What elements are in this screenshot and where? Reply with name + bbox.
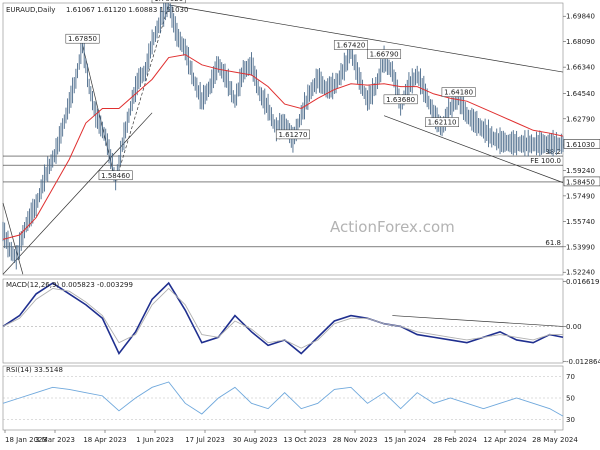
price-annotation: 1.70620 xyxy=(154,0,183,3)
price-tick-label: 1.64540 xyxy=(566,90,595,98)
macd-tick-label: -0.012864 xyxy=(566,358,600,366)
price-annotation: 1.64180 xyxy=(444,89,473,97)
x-tick-label: 17 Jul 2023 xyxy=(185,436,225,444)
ohlc-readout: 1.61067 1.61120 1.60883 1.61030 xyxy=(66,6,188,14)
rsi-tick-label: 50 xyxy=(566,395,575,403)
x-tick-label: 30 Aug 2023 xyxy=(233,436,278,444)
price-annotation-box xyxy=(333,40,368,50)
price-tick-label: 1.53990 xyxy=(566,243,595,251)
x-tick-label: 13 Oct 2023 xyxy=(283,436,326,444)
macd-tick-label: 0.016619 xyxy=(566,278,599,286)
x-tick-label: 28 Feb 2024 xyxy=(433,436,477,444)
trendline xyxy=(2,112,153,275)
fib-level-label: FE 100.0 xyxy=(530,157,561,165)
price-annotation-box xyxy=(441,87,476,97)
price-tick-label: 1.69840 xyxy=(566,13,595,21)
panel-frame-1 xyxy=(2,278,564,364)
price-tick-label: 1.66340 xyxy=(566,64,595,72)
x-tick-label: 18 Apr 2023 xyxy=(83,436,126,444)
symbol-label: EURAUD,Daily xyxy=(6,6,55,14)
rsi-line xyxy=(2,381,564,417)
rsi-tick-label: 30 xyxy=(566,416,575,424)
rsi-title: RSI(14) 33.5148 xyxy=(6,366,63,374)
ema-line xyxy=(2,54,564,240)
trendline xyxy=(2,202,24,275)
watermark: ActionForex.com xyxy=(330,218,455,236)
price-tick-label: 1.62790 xyxy=(566,115,595,123)
price-annotation: 1.66790 xyxy=(370,51,399,59)
macd-signal-line xyxy=(2,287,563,349)
x-tick-label: 18 Jan 2023 xyxy=(5,436,47,444)
price-annotation: 1.61270 xyxy=(278,131,307,139)
level-price-box xyxy=(563,176,600,187)
fib-level-label: 61.8 xyxy=(545,239,561,247)
price-annotation-box xyxy=(425,117,460,127)
price-annotation: 1.67420 xyxy=(336,41,365,49)
macd-line xyxy=(2,281,564,356)
macd-title: MACD(12,26,9) 0.005823 -0.003299 xyxy=(6,281,133,289)
price-tick-label: 1.59240 xyxy=(566,167,595,175)
x-tick-label: 3 Mar 2023 xyxy=(35,436,75,444)
price-annotation: 1.67850 xyxy=(68,35,97,43)
x-tick-label: 28 May 2024 xyxy=(532,436,578,444)
trendline xyxy=(168,4,564,73)
price-annotation: 1.58460 xyxy=(101,172,130,180)
rsi-tick-label: 70 xyxy=(566,373,575,381)
trendline xyxy=(383,115,564,183)
macd-trendline xyxy=(392,315,564,327)
price-annotation-box xyxy=(151,0,186,4)
price-annotation: 1.62110 xyxy=(428,119,457,127)
price-annotation-box xyxy=(367,49,402,59)
price-tick-label: 1.57490 xyxy=(566,192,595,200)
current-price-box xyxy=(563,139,600,149)
price-tick-label: 1.68090 xyxy=(566,38,595,46)
price-annotation-box xyxy=(383,94,418,105)
price-annotation-box xyxy=(65,33,100,44)
panel-frames xyxy=(2,2,564,431)
price-annotation-box xyxy=(275,129,310,140)
macd-tick-label: 0.00 xyxy=(566,323,582,331)
current-price-label: 1.61030 xyxy=(566,141,595,149)
trendline xyxy=(115,4,170,182)
price-tick-label: 1.55740 xyxy=(566,218,595,226)
price-annotation: 1.63680 xyxy=(386,96,415,104)
level-price-label: 1.58450 xyxy=(566,178,595,186)
price-annotation-box xyxy=(98,170,133,181)
price-tick-label: 1.52240 xyxy=(566,269,595,277)
x-tick-label: 12 Apr 2024 xyxy=(483,436,527,444)
x-tick-label: 28 Nov 2023 xyxy=(333,436,378,444)
x-tick-label: 15 Jan 2024 xyxy=(384,436,427,444)
x-tick-label: 1 Jun 2023 xyxy=(136,436,174,444)
